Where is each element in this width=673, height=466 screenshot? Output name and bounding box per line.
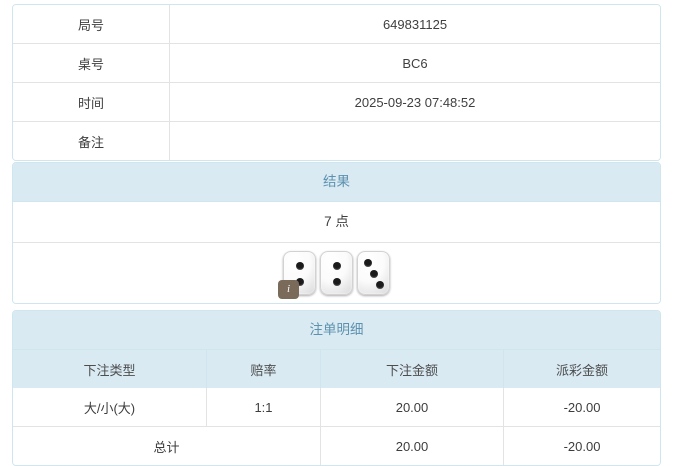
table-row: 时间 2025-09-23 07:48:52	[13, 82, 660, 122]
col-header-payout: 派彩金额	[503, 350, 660, 388]
table-row: 备注	[13, 121, 660, 160]
info-value-round-no: 649831125	[169, 5, 660, 44]
table-row: 桌号 BC6	[13, 43, 660, 83]
cell-total-label: 总计	[13, 426, 321, 465]
info-value-remark	[169, 121, 660, 160]
col-header-odds: 赔率	[206, 350, 321, 388]
col-header-bet-amount: 下注金额	[320, 350, 504, 388]
cell-payout: -20.00	[503, 388, 660, 427]
die-pip	[333, 278, 341, 286]
die-pip	[376, 281, 384, 289]
cell-total-bet-amount: 20.00	[320, 426, 504, 465]
bet-section-title: 注单明细	[13, 311, 660, 350]
col-header-bet-type: 下注类型	[13, 350, 207, 388]
round-info-panel: 局号 649831125 桌号 BC6 时间 2025-09-23 07:48:…	[12, 4, 661, 161]
round-info-table: 局号 649831125 桌号 BC6 时间 2025-09-23 07:48:…	[13, 5, 660, 160]
table-row: 局号 649831125	[13, 5, 660, 44]
info-label-time: 时间	[13, 82, 170, 122]
bet-details-panel: 注单明细 下注类型 赔率 下注金额 派彩金额 大/小(大) 1:1 20.00 …	[12, 310, 661, 466]
die-pip	[296, 278, 304, 286]
table-header-row: 下注类型 赔率 下注金额 派彩金额	[13, 350, 660, 388]
die-pip	[333, 262, 341, 270]
cell-bet-type: 大/小(大)	[13, 388, 207, 427]
cell-bet-amount: 20.00	[320, 388, 504, 427]
table-total-row: 总计 20.00 -20.00	[13, 426, 660, 465]
cell-odds: 1:1	[206, 388, 321, 427]
die-pip	[296, 262, 304, 270]
die-pip	[370, 270, 378, 278]
info-label-table-no: 桌号	[13, 43, 170, 83]
info-value-table-no: BC6	[169, 43, 660, 83]
die-pip	[364, 259, 372, 267]
info-value-time: 2025-09-23 07:48:52	[169, 82, 660, 122]
info-label-round-no: 局号	[13, 5, 170, 44]
result-section-title: 结果	[13, 163, 660, 202]
result-panel: 结果 7 点 i	[12, 162, 661, 304]
die-1: i	[278, 251, 316, 299]
die-2	[320, 251, 353, 295]
result-total-points: 7 点	[13, 202, 660, 243]
die-3	[357, 251, 390, 295]
table-row: 大/小(大) 1:1 20.00 -20.00	[13, 388, 660, 427]
info-badge-icon[interactable]: i	[278, 280, 299, 299]
bet-details-table: 下注类型 赔率 下注金额 派彩金额 大/小(大) 1:1 20.00 -20.0…	[13, 350, 660, 465]
dice-row: i	[13, 243, 660, 303]
info-label-remark: 备注	[13, 121, 170, 160]
cell-total-payout: -20.00	[503, 426, 660, 465]
